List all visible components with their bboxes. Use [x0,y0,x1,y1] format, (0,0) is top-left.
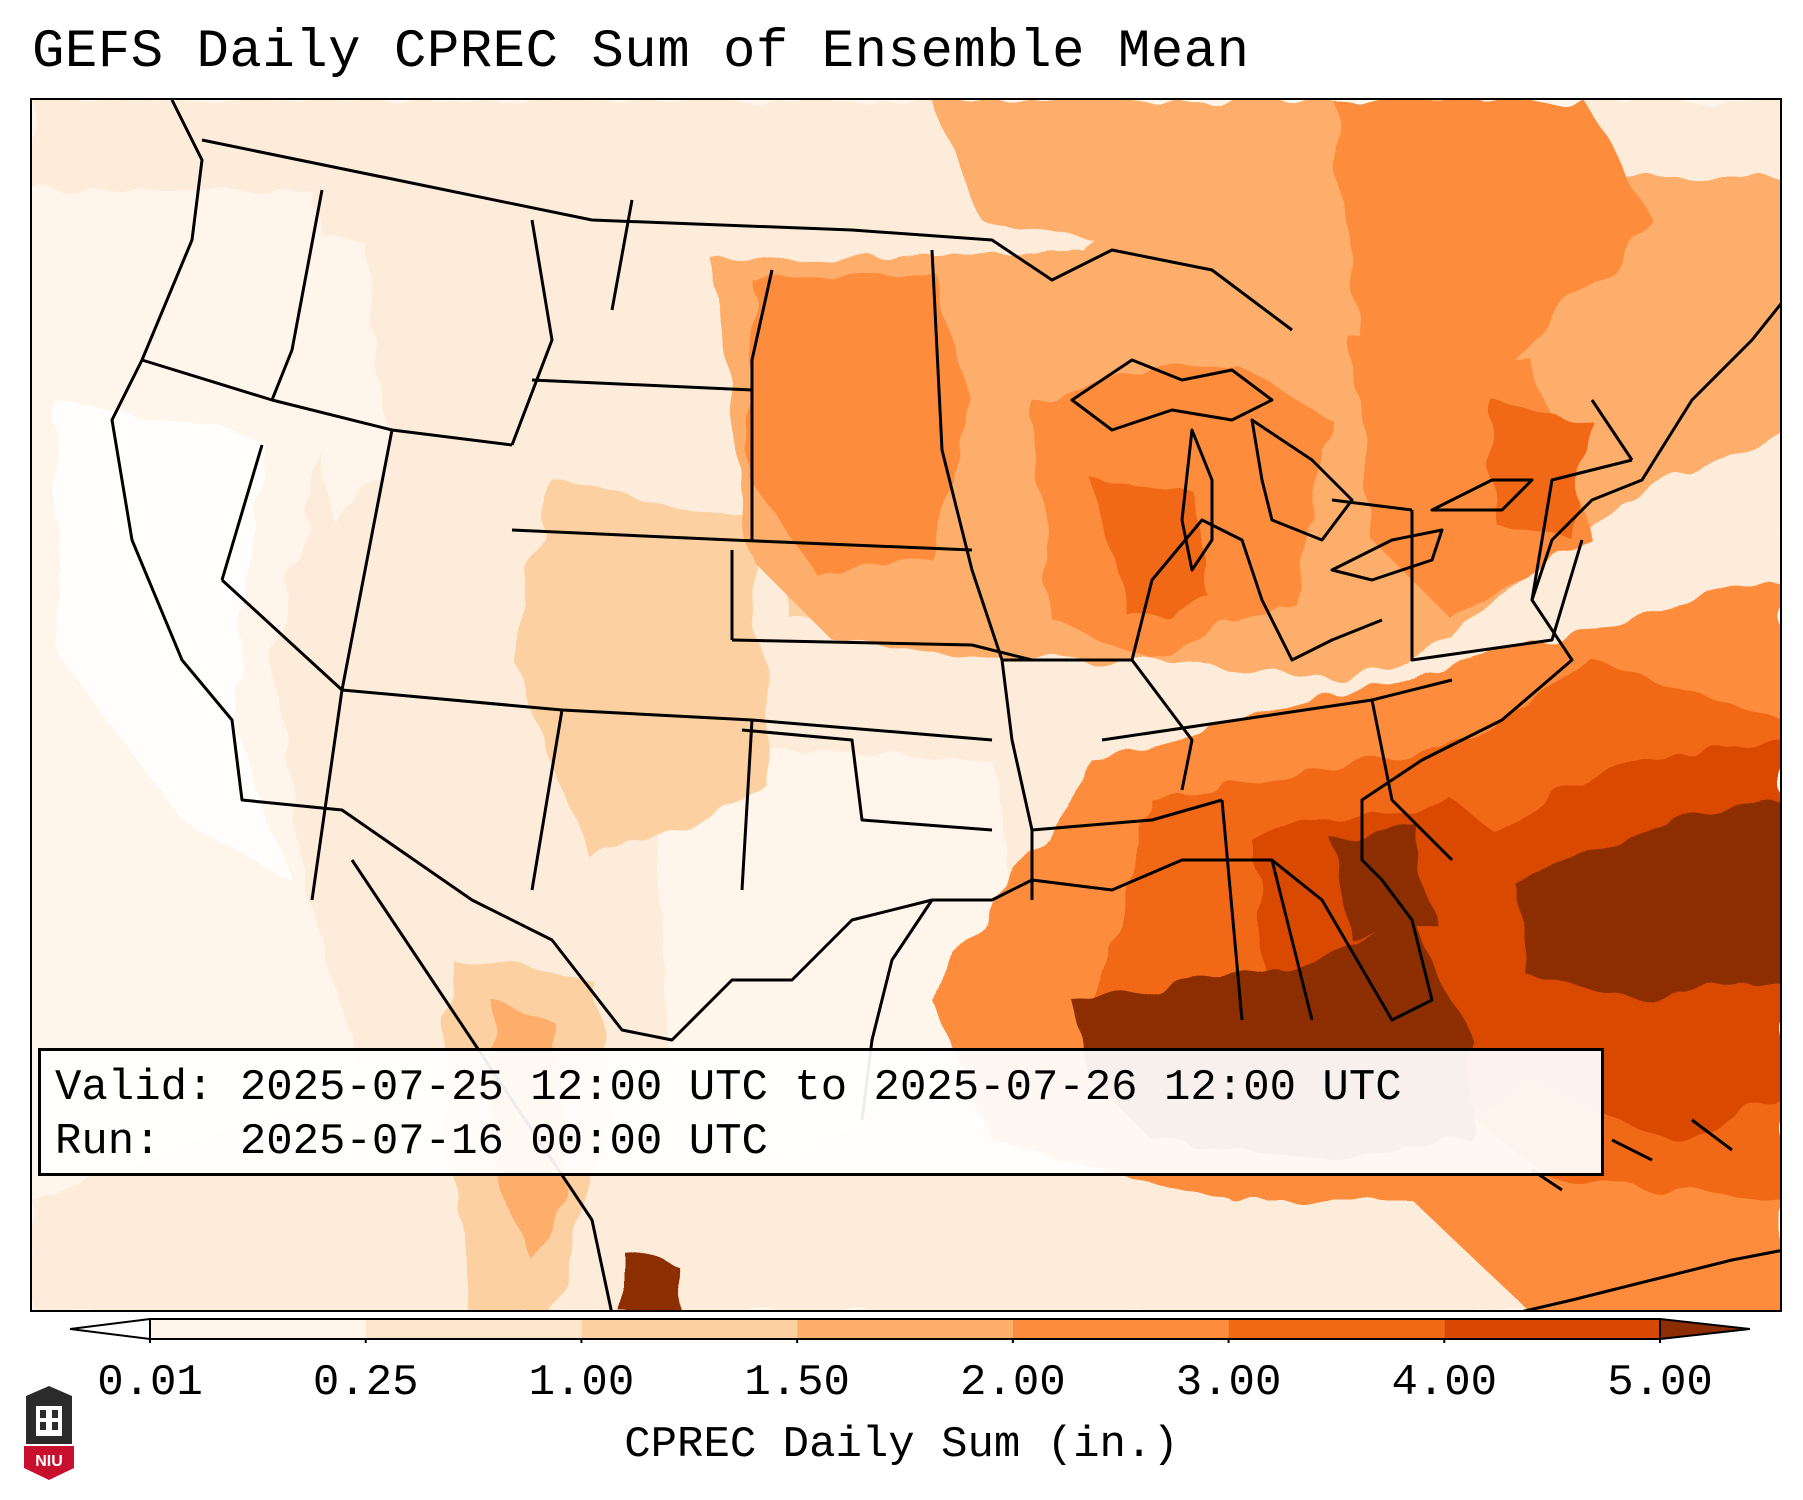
colorbar-extend-low [70,1317,151,1341]
colorbar-tick-label: 0.25 [312,1358,419,1408]
colorbar-segment [1444,1319,1660,1339]
colorbar-tick-label: 0.01 [97,1358,203,1408]
colorbar-segment [1012,1319,1229,1339]
colorbar-segment [797,1319,1013,1339]
map-title: GEFS Daily CPREC Sum of Ensemble Mean [32,22,1250,83]
valid-run-info-box: Valid: 2025-07-25 12:00 UTC to 2025-07-2… [38,1048,1604,1176]
colorbar-label: CPREC Daily Sum (in.) [624,1420,1179,1470]
colorbar-segment [365,1319,582,1339]
colorbar-extend-high [1659,1317,1750,1341]
run-time: 2025-07-16 00:00 UTC [239,1117,768,1167]
colorbar-tick-label: 2.00 [960,1358,1066,1408]
logo-text: NIU [35,1453,63,1470]
colorbar-outline [149,1318,1661,1340]
colorbar-segment [581,1319,798,1339]
state-borders [110,100,1780,1310]
valid-label: Valid: [55,1063,214,1113]
colorbar-tick-label: 4.00 [1391,1358,1498,1408]
precip-field [32,100,1780,1310]
colorbar-segment [1228,1319,1445,1339]
colorbar-tick-label: 1.50 [744,1358,850,1408]
colorbar-tick-label: 5.00 [1607,1358,1713,1408]
run-label: Run: [55,1117,161,1167]
valid-time-range: 2025-07-25 12:00 UTC to 2025-07-26 12:00… [239,1063,1402,1113]
colorbar-segment [150,1319,366,1339]
university-seal-icon: NIU [20,1386,78,1482]
colorbar-tick-label: 3.00 [1175,1358,1282,1408]
colorbar [70,1317,1750,1343]
colorbar-tick-label: 1.00 [528,1358,635,1408]
